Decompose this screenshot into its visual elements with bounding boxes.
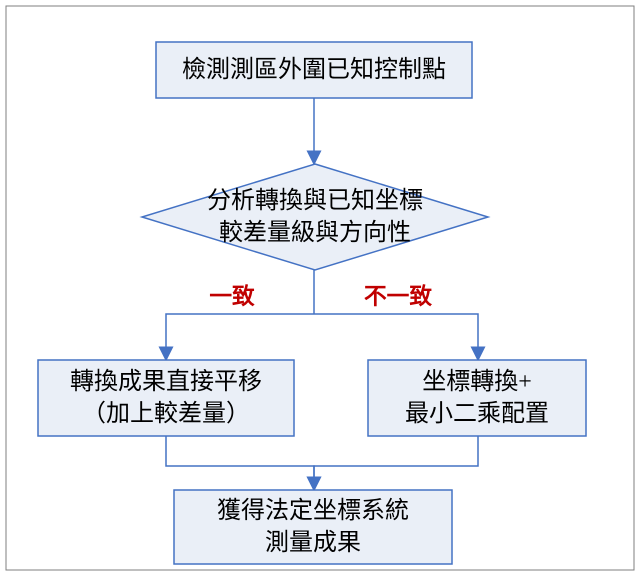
- edge: [166, 436, 314, 490]
- node-n4: [368, 360, 586, 436]
- node-n5: [174, 490, 452, 564]
- flowchart-canvas: 一致不一致檢測測區外圍已知控制點分析轉換與已知坐標 較差量級與方向性轉換成果直接…: [0, 0, 640, 580]
- node-n3: [38, 360, 294, 436]
- flowchart-svg: [0, 0, 640, 580]
- edge: [166, 314, 314, 360]
- node-n1: [156, 42, 472, 98]
- edge: [314, 436, 478, 490]
- edge: [314, 314, 478, 360]
- node-n2: [142, 164, 488, 270]
